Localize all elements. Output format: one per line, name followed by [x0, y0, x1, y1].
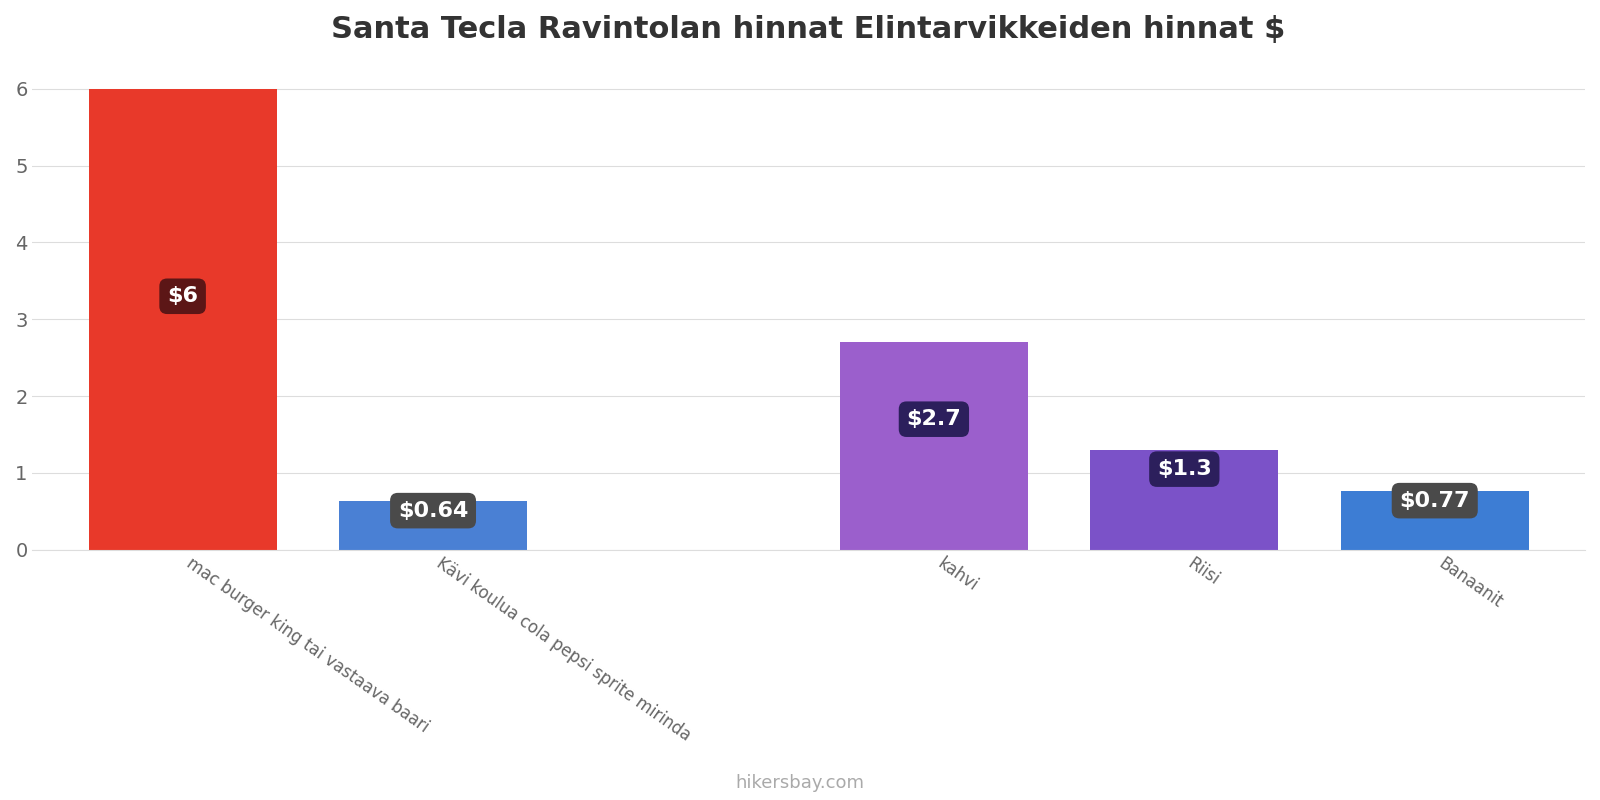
Text: $6: $6 — [166, 286, 198, 306]
Bar — [840, 342, 1027, 550]
Text: $0.64: $0.64 — [398, 501, 469, 521]
Text: $2.7: $2.7 — [907, 409, 962, 429]
Title: Santa Tecla Ravintolan hinnat Elintarvikkeiden hinnat $: Santa Tecla Ravintolan hinnat Elintarvik… — [331, 15, 1286, 44]
Text: $0.77: $0.77 — [1400, 490, 1470, 510]
Bar — [1091, 450, 1278, 550]
Text: $1.3: $1.3 — [1157, 459, 1211, 479]
Bar — [339, 501, 526, 550]
Bar — [1341, 490, 1528, 550]
Bar — [88, 89, 277, 550]
Text: hikersbay.com: hikersbay.com — [736, 774, 864, 792]
